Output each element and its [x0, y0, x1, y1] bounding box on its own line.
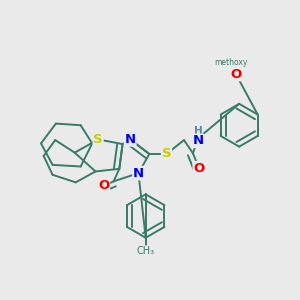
Text: N: N	[133, 167, 144, 180]
Text: S: S	[93, 133, 103, 146]
Text: CH₃: CH₃	[136, 246, 155, 256]
Text: O: O	[230, 68, 242, 80]
Text: methoxy: methoxy	[214, 58, 248, 67]
Text: N: N	[192, 134, 203, 147]
Text: N: N	[124, 133, 136, 146]
Text: O: O	[193, 162, 205, 175]
Text: O: O	[98, 179, 110, 192]
Text: S: S	[162, 148, 171, 160]
Text: H: H	[194, 126, 202, 136]
